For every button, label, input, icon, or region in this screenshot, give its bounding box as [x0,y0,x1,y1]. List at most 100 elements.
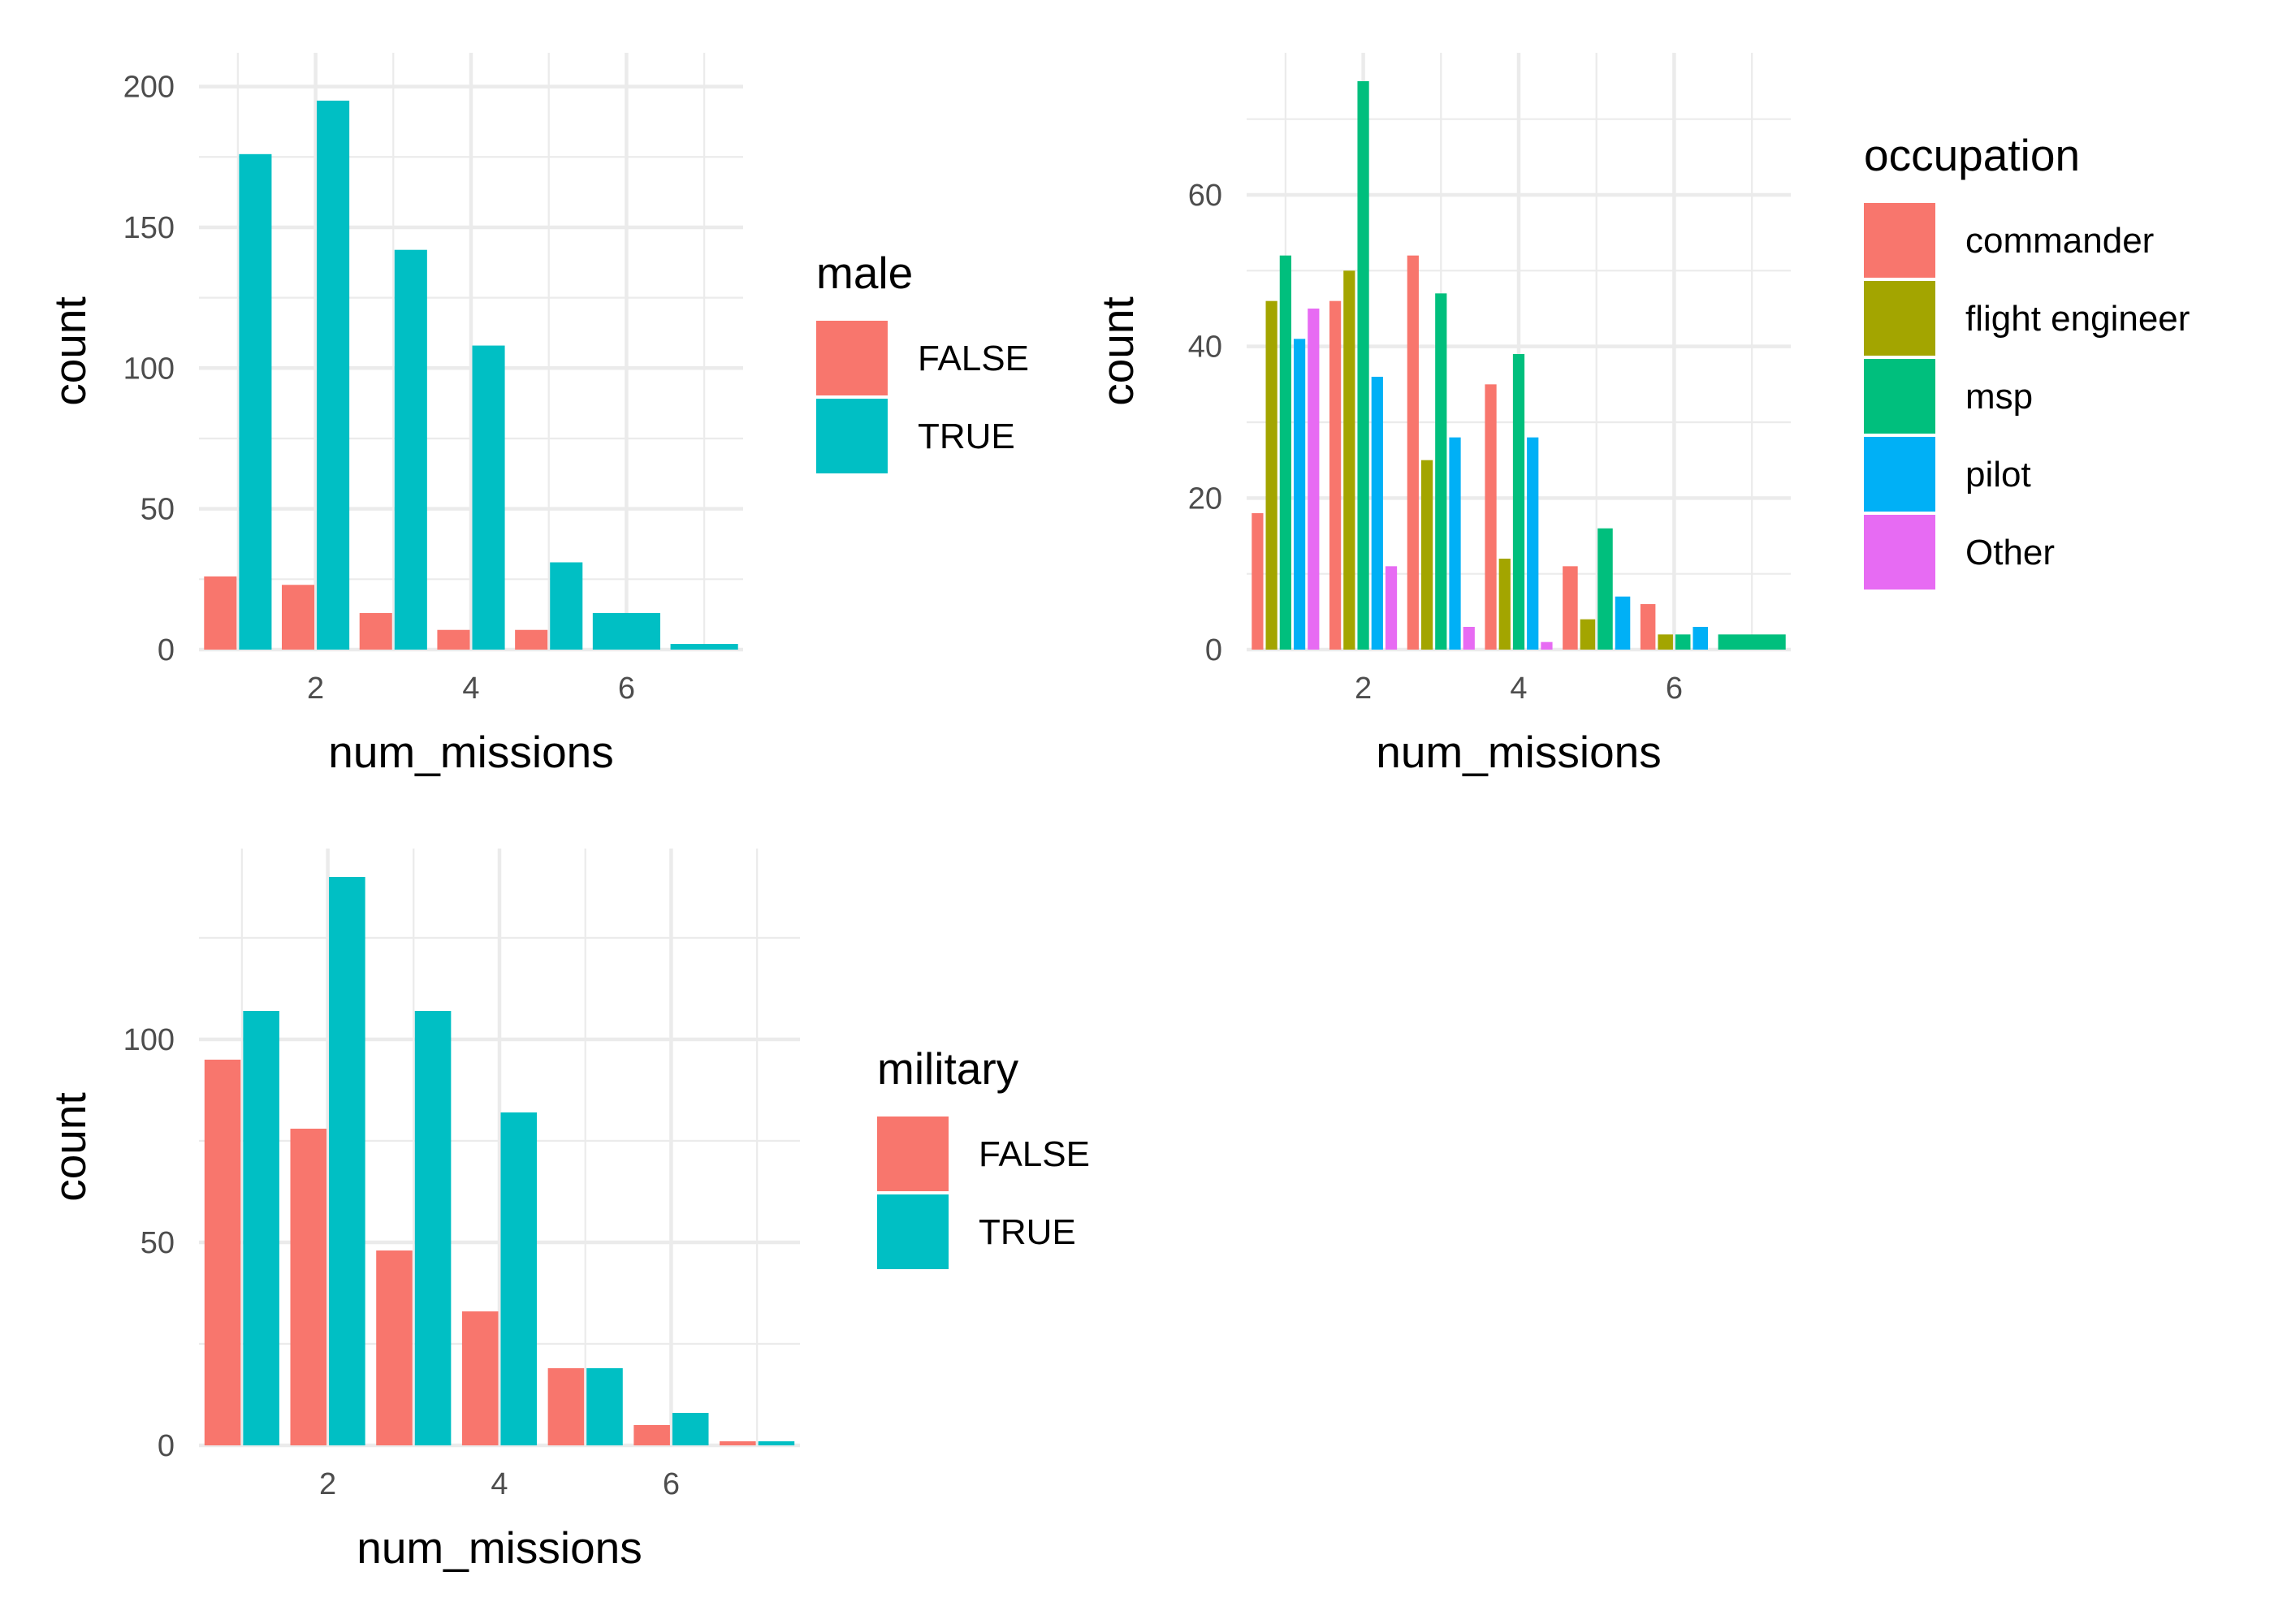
bar-true [414,1011,452,1445]
y-tick-label: 60 [1188,179,1222,213]
bar-false [461,1311,499,1445]
bar-msp [1435,293,1447,650]
x-tick-label: 2 [319,1467,336,1501]
bar-false [633,1425,670,1445]
bar-pilot [1371,377,1383,650]
y-tick-label: 100 [123,1023,175,1057]
legend: occupation commander flight engineer msp pil… [1864,130,2190,590]
bar-false [547,1368,585,1445]
bar-msp [1357,81,1369,650]
bar-true [758,1441,795,1445]
bar-false [515,629,548,650]
bar-msp [1675,634,1691,650]
legend-key-true [877,1194,949,1269]
bar-msp [1512,354,1525,650]
legend-label: pilot [1965,455,2031,495]
bar-pilot [1693,627,1708,650]
bar-true [243,1011,279,1445]
bar-other [1463,627,1475,650]
x-tick-label: 4 [462,672,479,706]
bar-false [437,629,470,650]
y-tick-label: 0 [1205,633,1222,667]
bar-commander [1252,513,1264,650]
x-tick-label: 4 [491,1467,508,1501]
bar-true [239,153,272,650]
y-tick-label: 0 [158,1429,175,1463]
x-tick-label: 2 [307,672,324,706]
legend-label: commander [1965,221,2154,261]
bar-true [586,1368,623,1445]
legend-key-true [816,399,888,473]
bar-pilot [1615,596,1631,650]
bar-true [670,644,738,650]
legend-key-pilot [1864,437,1935,512]
bars [204,877,795,1445]
legend-label: Other [1965,533,2055,572]
bar-true [472,345,505,650]
bar-flight-engineer [1580,619,1596,650]
bar-true [317,100,350,650]
legend-label: TRUE [918,417,1015,456]
bar-true [394,249,427,650]
bar-pilot [1449,437,1461,650]
legend-key-msp [1864,359,1935,434]
legend-title: male [816,248,913,298]
x-tick-label: 4 [1510,672,1527,706]
legend: military FALSE TRUE [877,1043,1090,1269]
bar-false [204,1060,241,1445]
legend-title: military [877,1043,1019,1094]
bar-flight-engineer [1343,270,1355,650]
y-axis-title: count [45,1092,95,1202]
legend: male FALSE TRUE [816,248,1029,473]
legend-key-false [816,321,888,395]
x-tick-label: 2 [1355,672,1372,706]
x-axis-title: num_missions [357,1522,642,1573]
gridlines [199,849,800,1448]
legend-label: FALSE [918,339,1029,378]
bar-commander [1407,255,1419,650]
bar-true [672,1413,709,1445]
bar-other [1385,566,1398,650]
bar-false [359,612,392,650]
y-tick-label: 0 [158,633,175,667]
y-tick-label: 50 [141,493,175,527]
legend-label: TRUE [979,1212,1076,1252]
x-tick-label: 6 [663,1467,680,1501]
y-tick-label: 40 [1188,330,1222,365]
bar-msp [1279,255,1291,650]
legend-title: occupation [1864,130,2080,180]
y-tick-label: 50 [141,1226,175,1260]
legend-label: FALSE [979,1134,1090,1174]
y-tick-label: 20 [1188,482,1222,516]
bar-false [290,1129,327,1445]
bars [204,100,738,650]
bar-commander [1563,566,1578,650]
bar-true [550,562,583,650]
x-axis-title: num_missions [328,727,614,777]
bar-false [204,576,237,650]
legend-key-commander [1864,203,1935,278]
bar-false [282,585,315,650]
y-axis-title: count [45,296,95,406]
y-tick-label: 200 [123,71,175,105]
bar-flight-engineer [1658,634,1673,650]
bar-msp [1597,528,1613,650]
bar-other [1308,309,1320,650]
bar-pilot [1527,437,1539,650]
legend-label: msp [1965,377,2033,417]
y-tick-label: 150 [123,211,175,245]
x-axis-title: num_missions [1376,727,1662,777]
x-tick-label: 6 [1666,672,1683,706]
bar-commander [1329,300,1342,650]
bar-pilot [1293,339,1306,650]
bar-commander [1485,384,1497,650]
bar-msp [1718,634,1786,650]
legend-key-other [1864,515,1935,590]
bar-flight-engineer [1420,460,1433,650]
x-tick-label: 6 [618,672,635,706]
bar-true [329,877,365,1445]
chart-panel-3: 0 50 100 2 4 6 num_missions count military FALSE T… [45,849,1090,1573]
